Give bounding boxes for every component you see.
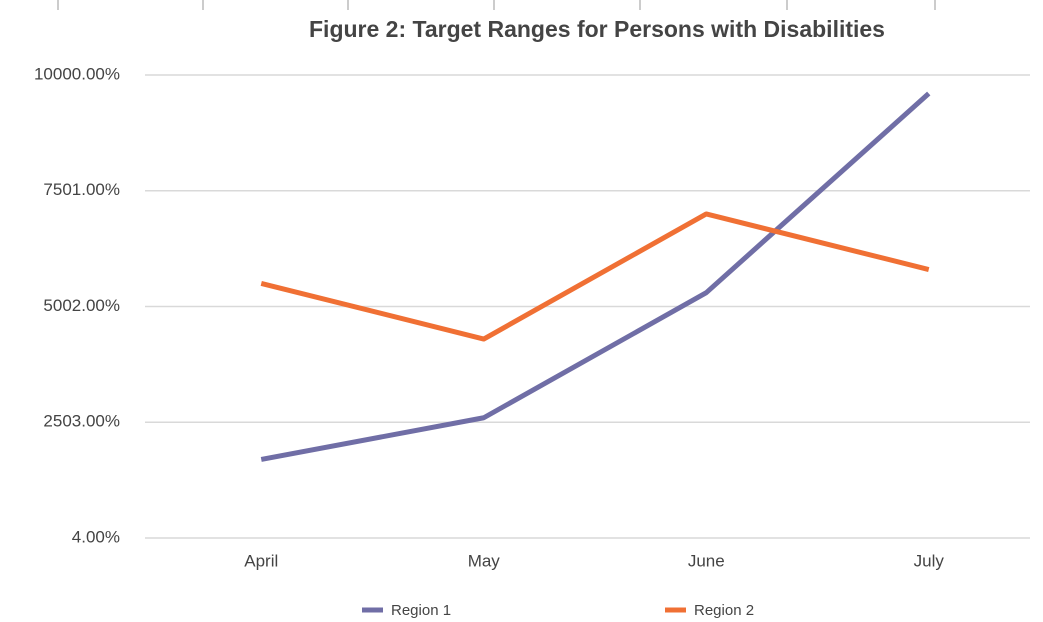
legend-text: Region 2: [694, 602, 754, 619]
x-tick-label: May: [468, 551, 501, 570]
x-tick-label: June: [688, 551, 725, 570]
y-tick-label: 5002.00%: [43, 296, 120, 315]
legend-text: Region 1: [391, 602, 451, 619]
y-tick-label: 7501.00%: [43, 180, 120, 199]
y-tick-label: 4.00%: [72, 527, 120, 546]
y-tick-label: 2503.00%: [43, 412, 120, 431]
series-line: [260, 91, 931, 462]
cell-borders: [57, 0, 936, 10]
x-tick-label: April: [244, 551, 278, 570]
x-tick-label: July: [914, 551, 945, 570]
series-line: [260, 211, 930, 342]
y-tick-label: 10000.00%: [34, 64, 120, 83]
chart-title: Figure 2: Target Ranges for Persons with…: [309, 16, 885, 42]
